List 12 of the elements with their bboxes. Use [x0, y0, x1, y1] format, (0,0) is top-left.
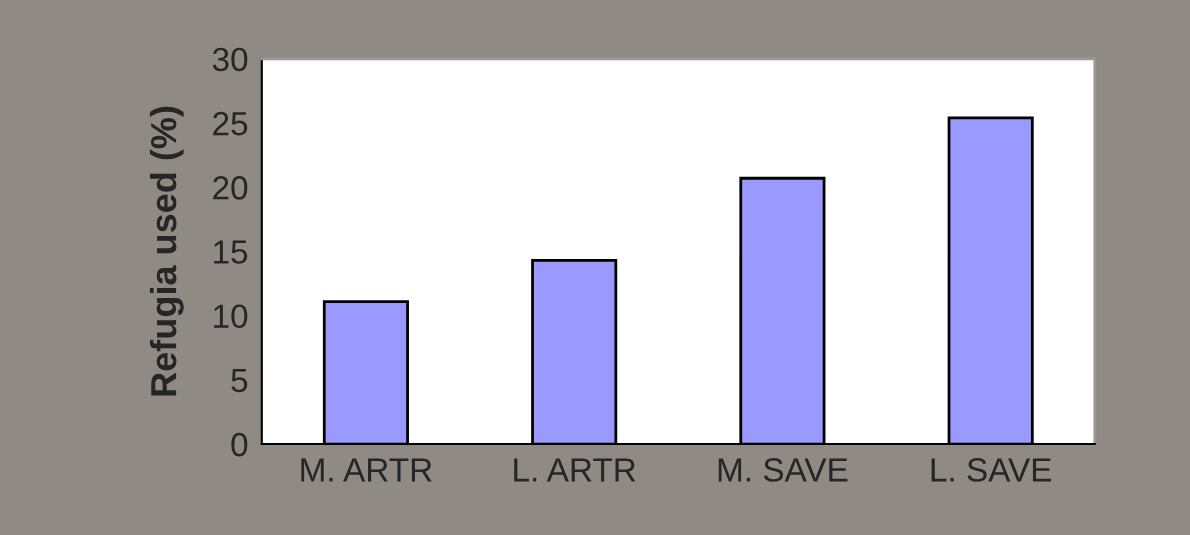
- y-tick-label: 30: [212, 47, 248, 72]
- x-tick-label: L. ARTR: [514, 458, 636, 482]
- y-tick-label: 5: [231, 369, 248, 393]
- y-tick-label: 25: [213, 111, 248, 136]
- x-tick-label: M. ARTR: [301, 458, 432, 482]
- y-tick-label: 0: [231, 432, 248, 457]
- y-tick-label: 10: [214, 304, 248, 329]
- x-tick-label: L. SAVE: [931, 458, 1052, 482]
- y-tick-label: 20: [213, 176, 248, 200]
- x-tick-label: M. SAVE: [718, 458, 848, 482]
- y-axis-title: Refugia used (%): [149, 106, 184, 396]
- y-tick-label: 15: [214, 240, 248, 264]
